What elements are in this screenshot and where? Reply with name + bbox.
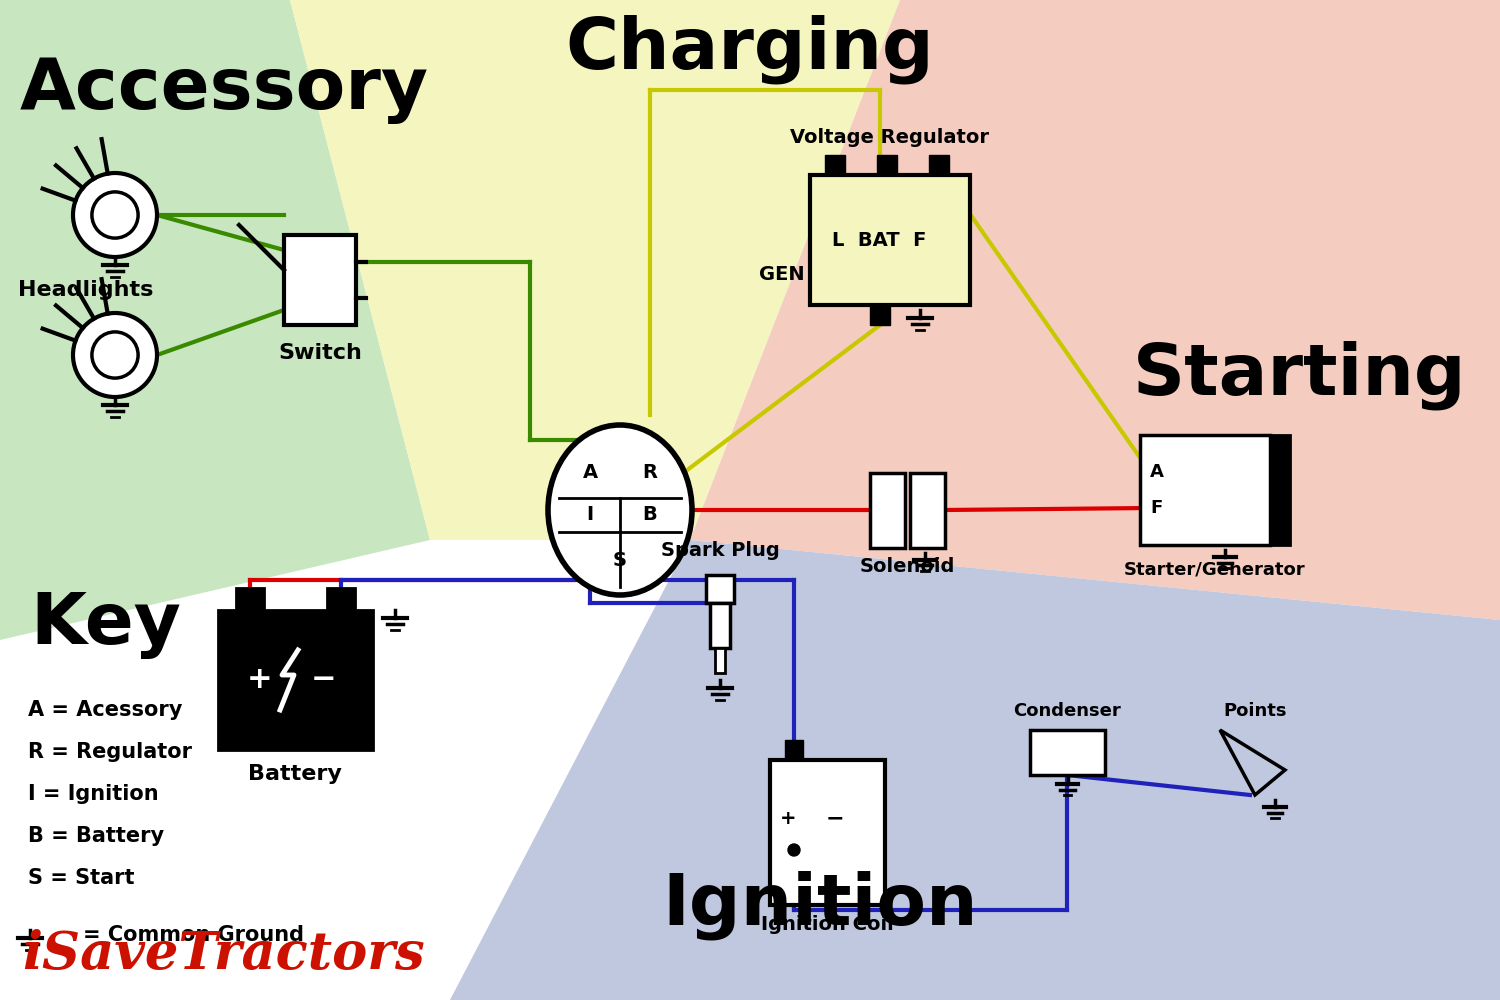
Polygon shape [290, 0, 900, 540]
Text: R: R [642, 462, 657, 482]
Bar [217, 610, 372, 750]
Text: Ignition: Ignition [663, 870, 978, 940]
Text: A = Acessory: A = Acessory [28, 700, 183, 720]
Circle shape [74, 173, 158, 257]
Text: Switch: Switch [278, 343, 362, 363]
Bar [825, 155, 844, 175]
Text: Solenoid: Solenoid [859, 558, 954, 576]
Text: L  BAT  F: L BAT F [833, 231, 927, 249]
Bar [878, 155, 897, 175]
Bar [870, 305, 889, 325]
Text: Headlights: Headlights [18, 280, 153, 300]
Bar [327, 588, 354, 610]
Text: I: I [586, 506, 594, 524]
Text: −: − [310, 666, 336, 694]
Text: Spark Plug: Spark Plug [660, 541, 780, 560]
Circle shape [788, 844, 800, 856]
Text: Starter/Generator: Starter/Generator [1124, 561, 1306, 579]
Circle shape [92, 192, 138, 238]
Text: R = Regulator: R = Regulator [28, 742, 192, 762]
Text: B: B [642, 506, 657, 524]
Text: GEN: GEN [759, 265, 806, 284]
Text: F: F [1150, 499, 1162, 517]
Bar [784, 740, 802, 760]
Text: S = Start: S = Start [28, 868, 135, 888]
Bar [284, 235, 356, 325]
Text: iSaveTractors: iSaveTractors [22, 929, 424, 980]
Bar [1140, 435, 1270, 545]
Circle shape [74, 313, 158, 397]
Text: B = Battery: B = Battery [28, 826, 164, 846]
Text: Battery: Battery [248, 764, 342, 784]
Text: Points: Points [1224, 702, 1287, 720]
Polygon shape [0, 0, 430, 640]
Text: Condenser: Condenser [1014, 702, 1122, 720]
Circle shape [92, 332, 138, 378]
Polygon shape [690, 0, 1500, 620]
Text: = Common Ground: = Common Ground [82, 925, 304, 945]
Bar [810, 175, 970, 305]
Bar [1030, 730, 1106, 775]
Bar [928, 155, 950, 175]
Text: −: − [825, 808, 844, 828]
Bar [770, 760, 885, 905]
Bar [1270, 435, 1290, 545]
Text: +: + [248, 666, 273, 694]
Bar [870, 473, 904, 548]
Text: +: + [780, 808, 796, 828]
Bar [710, 603, 730, 648]
Bar [716, 648, 724, 673]
Text: S: S [614, 550, 627, 570]
Ellipse shape [548, 425, 692, 595]
Text: Accessory: Accessory [20, 55, 429, 124]
Text: A: A [1150, 463, 1164, 481]
Polygon shape [450, 540, 1500, 1000]
Bar [236, 588, 264, 610]
Text: I = Ignition: I = Ignition [28, 784, 159, 804]
Text: Key: Key [30, 590, 182, 659]
Bar [706, 575, 734, 603]
Text: Starting: Starting [1132, 340, 1467, 410]
Text: Charging: Charging [566, 15, 934, 85]
Text: Voltage Regulator: Voltage Regulator [790, 128, 990, 147]
Bar [910, 473, 945, 548]
Text: A: A [582, 462, 597, 482]
Text: Ignition Coil: Ignition Coil [760, 915, 894, 934]
